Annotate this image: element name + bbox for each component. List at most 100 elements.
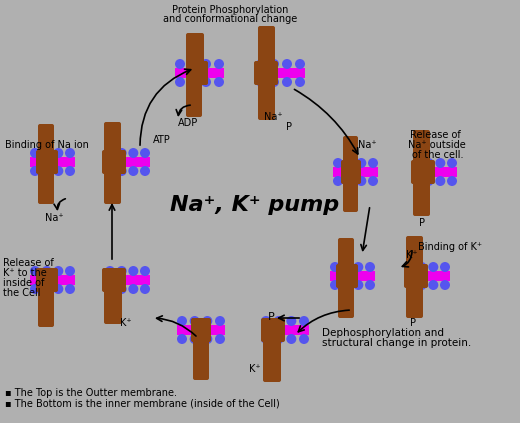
- FancyBboxPatch shape: [341, 160, 361, 184]
- FancyBboxPatch shape: [186, 33, 204, 67]
- Circle shape: [201, 77, 211, 87]
- FancyBboxPatch shape: [406, 236, 423, 268]
- FancyBboxPatch shape: [102, 268, 126, 292]
- Text: ATP: ATP: [153, 135, 171, 145]
- FancyBboxPatch shape: [263, 338, 281, 382]
- Circle shape: [440, 280, 450, 290]
- FancyBboxPatch shape: [38, 170, 54, 204]
- Circle shape: [116, 266, 127, 276]
- Circle shape: [330, 262, 340, 272]
- Circle shape: [54, 284, 63, 294]
- Circle shape: [65, 266, 75, 276]
- FancyBboxPatch shape: [105, 275, 150, 285]
- Circle shape: [342, 280, 352, 290]
- Circle shape: [201, 59, 211, 69]
- Circle shape: [269, 59, 279, 69]
- FancyBboxPatch shape: [186, 61, 208, 85]
- Circle shape: [261, 316, 271, 326]
- FancyBboxPatch shape: [256, 68, 305, 78]
- FancyBboxPatch shape: [36, 150, 58, 174]
- Text: K⁺ to the: K⁺ to the: [3, 268, 47, 278]
- Circle shape: [295, 77, 305, 87]
- Circle shape: [440, 262, 450, 272]
- Text: ADP: ADP: [178, 118, 198, 128]
- Circle shape: [214, 59, 224, 69]
- Circle shape: [282, 77, 292, 87]
- FancyBboxPatch shape: [254, 61, 278, 85]
- Circle shape: [42, 284, 51, 294]
- FancyBboxPatch shape: [404, 264, 428, 288]
- Circle shape: [274, 334, 284, 344]
- Circle shape: [256, 59, 266, 69]
- Circle shape: [269, 77, 279, 87]
- Circle shape: [333, 158, 343, 168]
- Text: of the cell.: of the cell.: [412, 150, 463, 160]
- FancyBboxPatch shape: [30, 157, 75, 167]
- Circle shape: [105, 166, 115, 176]
- Circle shape: [353, 262, 363, 272]
- Circle shape: [30, 148, 40, 158]
- Circle shape: [365, 280, 375, 290]
- Circle shape: [447, 158, 457, 168]
- Circle shape: [287, 334, 296, 344]
- Circle shape: [65, 166, 75, 176]
- FancyBboxPatch shape: [338, 284, 354, 318]
- Circle shape: [177, 316, 187, 326]
- Text: Na⁺ outside: Na⁺ outside: [408, 140, 466, 150]
- Text: the Cell: the Cell: [3, 288, 41, 298]
- Text: Protein Phosphorylation: Protein Phosphorylation: [172, 5, 288, 15]
- Circle shape: [188, 59, 198, 69]
- Circle shape: [287, 316, 296, 326]
- Circle shape: [202, 316, 212, 326]
- Circle shape: [215, 334, 225, 344]
- FancyBboxPatch shape: [405, 271, 450, 281]
- Circle shape: [128, 266, 138, 276]
- Circle shape: [295, 59, 305, 69]
- FancyBboxPatch shape: [343, 136, 358, 164]
- Circle shape: [190, 334, 200, 344]
- FancyBboxPatch shape: [102, 150, 126, 174]
- Text: Na⁺: Na⁺: [45, 213, 63, 223]
- FancyBboxPatch shape: [104, 288, 122, 324]
- Circle shape: [105, 148, 115, 158]
- Text: K⁺: K⁺: [120, 318, 132, 328]
- Circle shape: [368, 176, 378, 186]
- Circle shape: [299, 334, 309, 344]
- Circle shape: [65, 148, 75, 158]
- Circle shape: [30, 166, 40, 176]
- FancyBboxPatch shape: [330, 271, 375, 281]
- FancyBboxPatch shape: [38, 288, 54, 327]
- Circle shape: [116, 148, 127, 158]
- Text: P: P: [268, 312, 275, 322]
- Circle shape: [42, 148, 51, 158]
- Text: Na⁺: Na⁺: [358, 140, 376, 150]
- Circle shape: [214, 77, 224, 87]
- Circle shape: [356, 158, 366, 168]
- Circle shape: [140, 266, 150, 276]
- Circle shape: [128, 166, 138, 176]
- Circle shape: [333, 176, 343, 186]
- Circle shape: [428, 280, 438, 290]
- Circle shape: [405, 262, 415, 272]
- FancyBboxPatch shape: [177, 325, 225, 335]
- FancyBboxPatch shape: [412, 167, 457, 177]
- Text: and conformational change: and conformational change: [163, 14, 297, 24]
- Text: Release of: Release of: [3, 258, 54, 268]
- FancyBboxPatch shape: [30, 275, 75, 285]
- Circle shape: [412, 176, 422, 186]
- FancyBboxPatch shape: [104, 122, 121, 154]
- Circle shape: [42, 166, 51, 176]
- Text: Na⁺, K⁺ pump: Na⁺, K⁺ pump: [171, 195, 340, 215]
- Circle shape: [447, 176, 457, 186]
- FancyBboxPatch shape: [38, 124, 54, 154]
- Circle shape: [128, 148, 138, 158]
- Circle shape: [140, 148, 150, 158]
- Circle shape: [188, 77, 198, 87]
- Text: structural change in protein.: structural change in protein.: [322, 338, 471, 348]
- Circle shape: [435, 158, 445, 168]
- FancyBboxPatch shape: [333, 167, 378, 177]
- Circle shape: [405, 280, 415, 290]
- Circle shape: [356, 176, 366, 186]
- Circle shape: [274, 316, 284, 326]
- Circle shape: [140, 284, 150, 294]
